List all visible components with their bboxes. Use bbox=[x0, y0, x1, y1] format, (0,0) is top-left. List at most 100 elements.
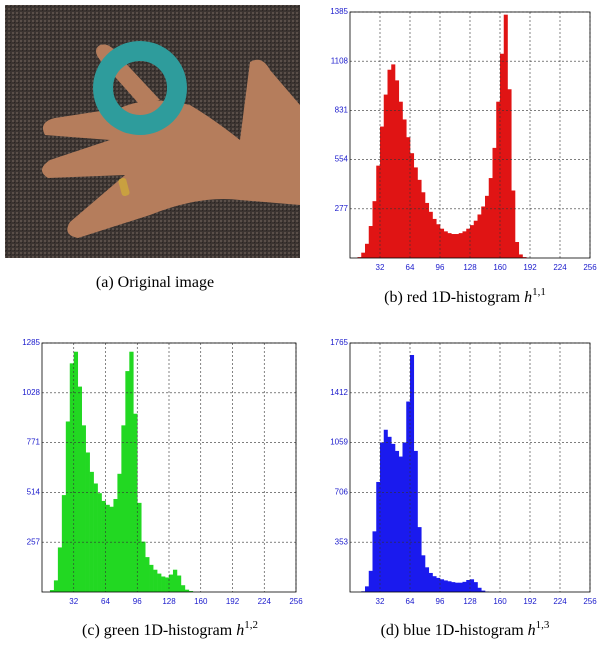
bar bbox=[62, 495, 66, 592]
bar bbox=[403, 442, 407, 592]
bar bbox=[173, 570, 177, 592]
figure: (a) Original image 326496128160192224256… bbox=[0, 0, 615, 650]
bar bbox=[361, 253, 365, 258]
bar bbox=[125, 371, 129, 592]
y-tick-label: 353 bbox=[335, 537, 349, 546]
page: (a) Original image 326496128160192224256… bbox=[0, 0, 615, 650]
bar bbox=[451, 234, 455, 258]
bar bbox=[414, 167, 418, 258]
y-tick-label: 771 bbox=[27, 438, 41, 447]
bar bbox=[106, 505, 110, 592]
bar bbox=[451, 582, 455, 592]
caption-text: (c) green 1D-histogram bbox=[82, 622, 233, 639]
bar bbox=[478, 588, 482, 592]
bar bbox=[466, 580, 470, 592]
bar bbox=[421, 555, 425, 592]
bar bbox=[418, 180, 422, 258]
bar bbox=[70, 363, 74, 592]
bar bbox=[169, 575, 173, 592]
bar bbox=[181, 585, 185, 592]
bar bbox=[90, 472, 94, 592]
bar bbox=[54, 580, 58, 592]
bar bbox=[369, 226, 373, 258]
caption-symbol: h bbox=[524, 289, 532, 306]
bar bbox=[448, 233, 452, 258]
bar bbox=[137, 503, 141, 592]
bar bbox=[102, 501, 106, 592]
bar bbox=[459, 583, 463, 592]
x-tick-label: 64 bbox=[406, 597, 415, 606]
bar bbox=[141, 542, 145, 592]
bar bbox=[448, 581, 452, 592]
caption: (c) green 1D-histogramh1,2 bbox=[82, 619, 258, 639]
y-tick-label: 1285 bbox=[22, 338, 40, 347]
bar bbox=[145, 557, 149, 592]
bar bbox=[129, 352, 133, 592]
bar bbox=[429, 573, 433, 592]
bar bbox=[165, 577, 169, 592]
x-tick-label: 192 bbox=[523, 597, 537, 606]
bar bbox=[470, 579, 474, 592]
bar bbox=[161, 576, 165, 592]
original-image: (a) Original image bbox=[5, 5, 300, 291]
bar bbox=[376, 482, 380, 592]
y-tick-label: 514 bbox=[27, 488, 41, 497]
x-tick-label: 96 bbox=[436, 597, 445, 606]
bar bbox=[478, 214, 482, 258]
bar bbox=[440, 229, 444, 258]
caption-text: (d) blue 1D-histogram bbox=[381, 622, 525, 639]
bar bbox=[403, 119, 407, 258]
bar bbox=[466, 229, 470, 258]
bar bbox=[58, 547, 62, 592]
bar bbox=[380, 127, 384, 258]
bar bbox=[414, 451, 418, 592]
y-tick-label: 1765 bbox=[330, 338, 348, 347]
bar bbox=[436, 224, 440, 258]
bar bbox=[109, 507, 113, 592]
bar bbox=[508, 89, 512, 258]
bar bbox=[470, 225, 474, 258]
bar bbox=[440, 579, 444, 592]
x-tick-label: 160 bbox=[194, 597, 208, 606]
bar bbox=[504, 15, 508, 258]
caption-symbol: h bbox=[236, 622, 244, 639]
bar bbox=[421, 192, 425, 258]
bar bbox=[391, 444, 395, 592]
y-tick-label: 706 bbox=[335, 488, 349, 497]
bar bbox=[117, 474, 121, 592]
bar bbox=[429, 212, 433, 258]
histogram-chart: 32649612816019222425625751477110281285(c… bbox=[22, 338, 303, 639]
bar bbox=[459, 233, 463, 258]
x-tick-label: 256 bbox=[583, 597, 597, 606]
caption-superscript: 1,2 bbox=[244, 619, 258, 631]
bar bbox=[489, 178, 493, 258]
bar bbox=[481, 206, 485, 258]
bar bbox=[373, 201, 377, 258]
bar bbox=[94, 483, 98, 592]
x-tick-label: 128 bbox=[463, 263, 477, 272]
x-tick-label: 256 bbox=[289, 597, 303, 606]
bar bbox=[410, 153, 414, 258]
bar bbox=[519, 254, 523, 258]
bar bbox=[376, 166, 380, 258]
bar bbox=[66, 421, 70, 592]
bar bbox=[433, 219, 437, 258]
bar bbox=[474, 221, 478, 258]
x-tick-label: 256 bbox=[583, 263, 597, 272]
caption-superscript: 1,1 bbox=[532, 286, 546, 298]
x-tick-label: 64 bbox=[101, 597, 110, 606]
bar bbox=[406, 137, 410, 258]
x-tick-label: 224 bbox=[258, 597, 272, 606]
bar bbox=[500, 54, 504, 258]
bar bbox=[86, 452, 90, 592]
bar bbox=[373, 531, 377, 592]
bar bbox=[433, 576, 437, 592]
bar bbox=[455, 234, 459, 258]
bar bbox=[369, 571, 373, 592]
bar bbox=[121, 425, 125, 592]
bar bbox=[82, 425, 86, 592]
bar bbox=[380, 442, 384, 592]
caption-text: (b) red 1D-histogram bbox=[384, 289, 521, 306]
